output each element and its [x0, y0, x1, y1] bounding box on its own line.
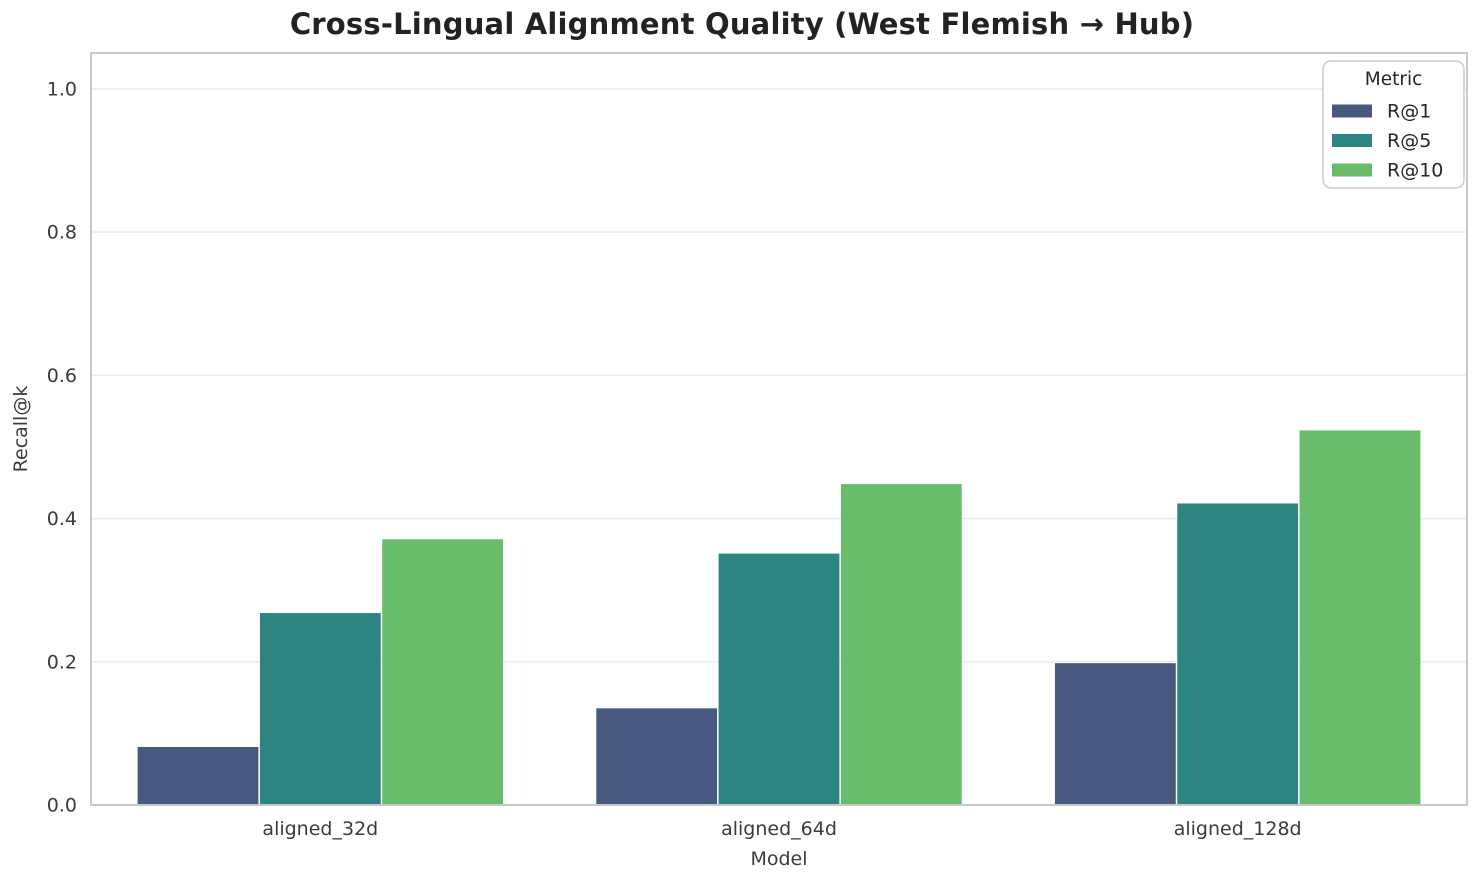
y-tick-label: 0.0: [47, 795, 77, 817]
legend-label-R@5: R@5: [1387, 130, 1431, 152]
chart-title: Cross-Lingual Alignment Quality (West Fl…: [289, 7, 1195, 41]
legend-title: Metric: [1365, 69, 1423, 90]
y-axis-label: Recall@k: [10, 385, 32, 473]
x-axis-label: Model: [750, 848, 808, 870]
bar-aligned_128d-R@1: [1054, 663, 1176, 805]
legend-swatch-R@5: [1332, 134, 1372, 147]
legend-box: [1322, 60, 1465, 189]
bar-aligned_64d-R@10: [840, 484, 962, 805]
y-tick-label: 0.6: [47, 365, 77, 387]
x-tick-label: aligned_64d: [721, 818, 837, 840]
y-tick-label: 0.8: [47, 222, 77, 244]
plot-border: [90, 52, 1468, 806]
bar-aligned_64d-R@1: [596, 708, 718, 805]
legend-swatch-R@10: [1332, 163, 1372, 177]
y-tick-label: 1.0: [47, 78, 77, 100]
bar-aligned_128d-R@5: [1177, 503, 1299, 805]
x-tick-label: aligned_32d: [262, 818, 378, 840]
bar-aligned_32d-R@5: [259, 613, 381, 805]
x-tick-label: aligned_128d: [1174, 818, 1302, 840]
bar-aligned_32d-R@10: [382, 539, 504, 805]
bar-aligned_128d-R@10: [1299, 430, 1421, 805]
legend-swatch-R@1: [1332, 104, 1372, 118]
bar-aligned_32d-R@1: [137, 746, 259, 805]
y-tick-label: 0.2: [47, 651, 77, 673]
legend-label-R@10: R@10: [1387, 160, 1443, 182]
y-tick-label: 0.4: [47, 508, 77, 530]
legend-label-R@1: R@1: [1387, 101, 1431, 123]
bar-aligned_64d-R@5: [718, 553, 840, 805]
